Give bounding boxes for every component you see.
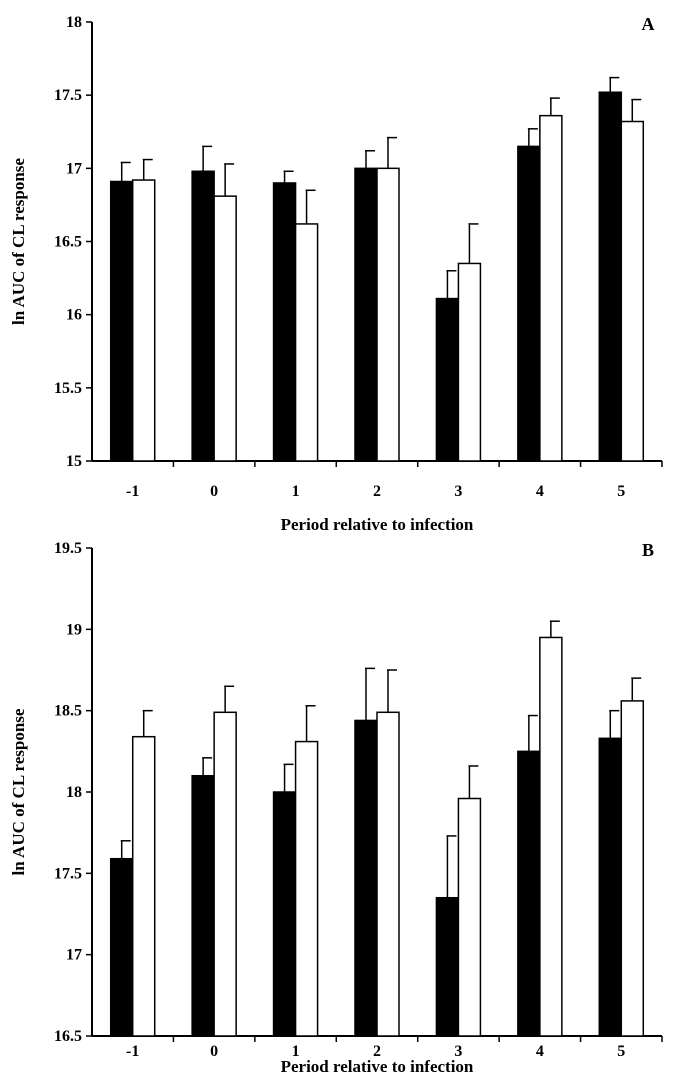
bar [272,791,297,1037]
y-tick-label: 17.5 [54,87,82,104]
bar [539,114,563,462]
bar [294,223,319,462]
x-axis-title: Period relative to infection [281,515,474,534]
x-tick-label: 5 [617,1043,625,1060]
bar [109,180,134,462]
x-tick-label: 3 [454,1043,462,1060]
x-tick-label: -1 [126,483,139,500]
y-axis-title: ln AUC of CL response [9,708,28,875]
y-tick-label: 16.5 [54,1028,82,1045]
bar [620,120,645,462]
y-tick-label: 18 [66,14,82,31]
x-tick-label: 1 [292,483,300,500]
y-tick-label: 16 [66,307,82,324]
y-tick-label: 19 [66,621,82,638]
bar [598,91,623,462]
y-tick-label: 18.5 [54,703,82,720]
x-axis-title: Period relative to infection [281,1057,474,1076]
y-tick-label: 19.5 [54,540,82,557]
bar [457,797,482,1037]
bar [131,179,156,462]
y-axis-title: ln AUC of CL response [9,158,28,325]
bar [191,774,215,1037]
x-tick-label: 1 [292,1043,300,1060]
bar [539,636,563,1037]
chart-panel-b: 16.5 17 17.5 18 18.5 19 19.5 -1 0 1 2 3 4 5 Period rel… [9,540,663,1076]
chart-panel-a: 15 15.5 16 16.5 17 17.5 18 -1 0 1 2 3 4 5 Period relat… [9,14,663,534]
x-tick-label: 2 [373,483,381,500]
y-tick-label: 16.5 [54,234,82,251]
x-tick-label: 4 [536,483,544,500]
bar [109,857,134,1037]
bar [517,145,541,462]
bar [376,167,400,462]
y-tick-label: 17 [66,947,82,964]
x-tick-label: 5 [617,483,625,500]
panel-label: B [642,540,654,560]
bar [131,735,156,1037]
x-tick-label: 3 [454,483,462,500]
x-tick-label: -1 [126,1043,139,1060]
bar [457,262,482,462]
x-tick-label: 4 [536,1043,544,1060]
y-tick-label: 17 [66,160,82,177]
x-tick-label: 2 [373,1043,381,1060]
y-tick-label: 17.5 [54,865,82,882]
bar [376,711,400,1037]
bar [517,750,541,1037]
panel-label: A [642,14,655,34]
bar [213,711,237,1037]
bar [598,737,623,1037]
bar [354,167,378,462]
bar [620,700,645,1037]
bar [213,195,237,462]
bar [435,297,460,462]
x-tick-label: 0 [210,483,218,500]
x-tick-label: 0 [210,1043,218,1060]
y-tick-label: 18 [66,784,82,801]
bar [435,896,460,1037]
y-tick-label: 15 [66,453,82,470]
bar [272,182,297,462]
bar [294,740,319,1037]
y-tick-label: 15.5 [54,380,82,397]
bar [191,170,215,462]
bar [354,719,378,1037]
